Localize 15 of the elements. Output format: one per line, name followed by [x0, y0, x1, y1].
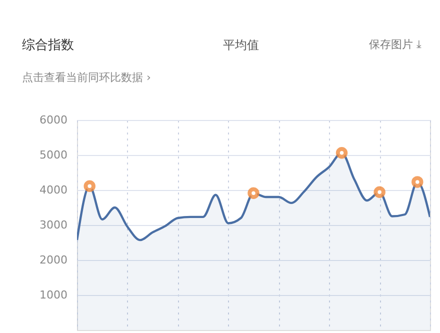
point	[374, 186, 386, 198]
chart-title: 综合指数	[22, 38, 74, 53]
y-tick-label: 3000	[40, 218, 68, 232]
y-tick-label: 4000	[40, 184, 68, 196]
point	[84, 180, 96, 192]
text: 平均值	[223, 38, 259, 52]
point	[336, 147, 348, 159]
y-tick-label: 5000	[40, 148, 68, 162]
y-tick-label: 1000	[40, 288, 68, 302]
y-tick-label: 2000	[40, 254, 68, 266]
chart-subtitle: 点击查看当前同环比数据 ›	[22, 71, 151, 84]
point	[412, 176, 424, 188]
text: 保存图片 ⤓	[369, 38, 422, 51]
y-tick-label: 6000	[40, 114, 68, 126]
point	[248, 187, 260, 200]
